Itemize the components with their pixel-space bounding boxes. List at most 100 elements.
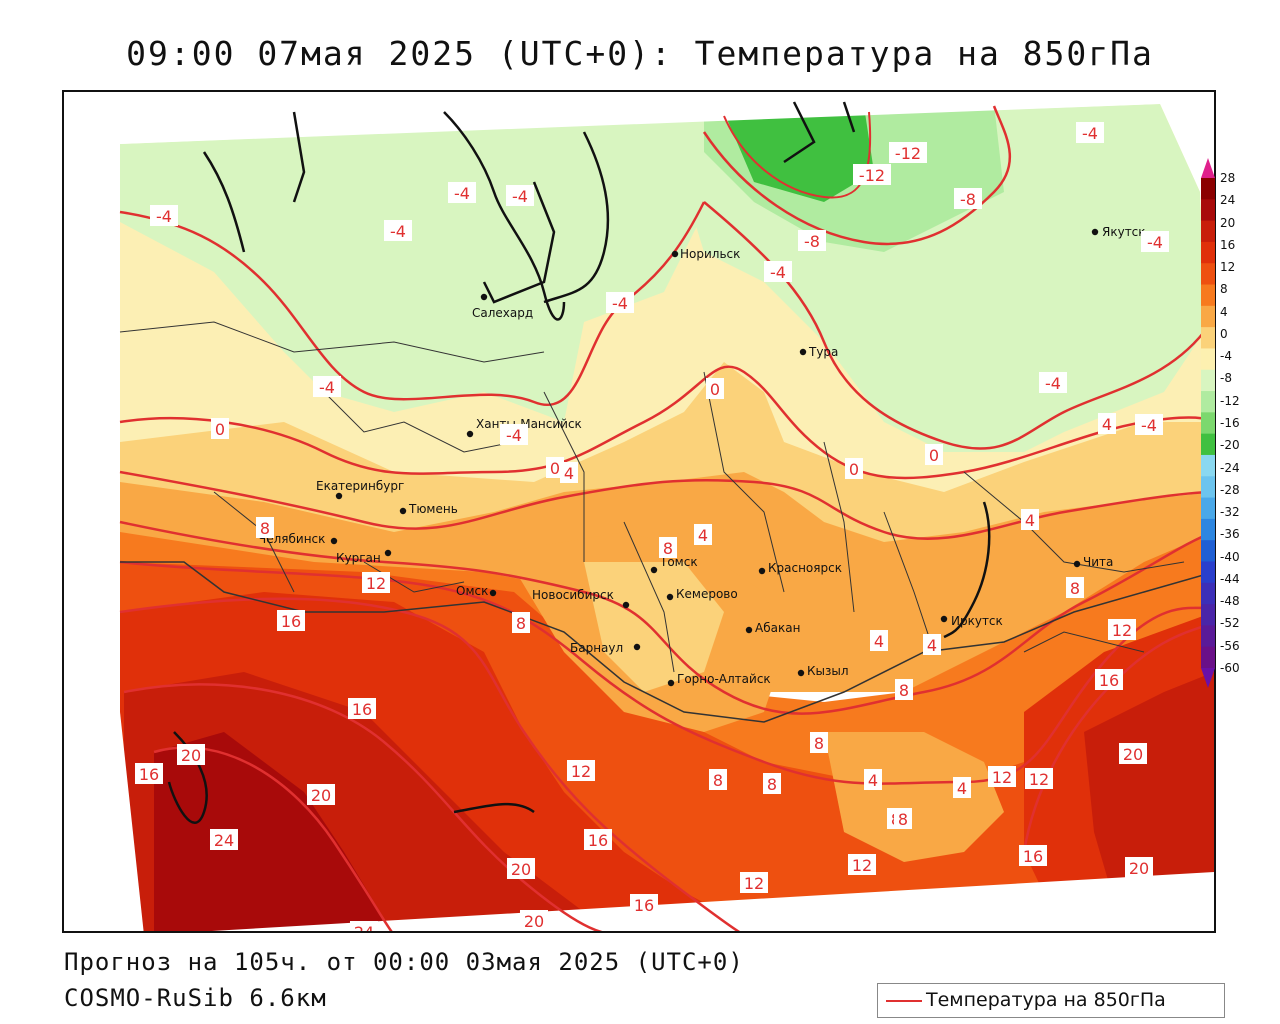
isotherm-label: 12 [1025, 768, 1053, 789]
colorbar-tick-label: 20 [1220, 215, 1236, 230]
city-novosibirsk[interactable]: Новосибирск [532, 588, 630, 609]
isotherm-label: 12 [848, 854, 876, 875]
colorbar-swatch [1201, 178, 1215, 200]
lena-delta-coastline [783, 101, 856, 164]
colorbar-tick-label: -40 [1220, 549, 1240, 564]
isotherm-label: 8 [810, 732, 828, 753]
svg-text:0: 0 [710, 380, 720, 399]
colorbar-swatch [1201, 476, 1215, 499]
svg-text:0: 0 [215, 420, 225, 439]
isotherm-label: -4 [1141, 231, 1169, 252]
isotherm-labels: -4-4-4 -4-4-12-12-8-8-4-4-4-4-400 -4004404… [135, 122, 1169, 933]
city-label-novosibirsk: Новосибирск [532, 588, 614, 602]
legend-line-swatch [886, 1000, 922, 1002]
city-label-tyumen: Тюмень [408, 502, 458, 516]
city-krasnoyarsk[interactable]: Красноярск [758, 561, 842, 575]
city-omsk[interactable]: Омск [456, 584, 497, 598]
city-kemerovo[interactable]: Кемерово [666, 587, 738, 601]
city-tura[interactable]: Тура [799, 345, 839, 359]
colorbar-swatch [1201, 327, 1215, 349]
isotherm-label: -4 [1076, 122, 1104, 143]
city-abakan[interactable]: Абакан [745, 621, 801, 635]
isotherm-label: -4 [500, 424, 528, 445]
city-label-krasnoyarsk: Красноярск [768, 561, 842, 575]
svg-text:24: 24 [354, 923, 374, 933]
city-irkutsk[interactable]: Иркутск [940, 614, 1003, 628]
isotherm-label: 20 [307, 784, 335, 805]
svg-text:12: 12 [571, 762, 591, 781]
isotherm-label: 16 [1095, 669, 1123, 690]
isotherm-label: 4 [864, 769, 882, 790]
city-tomsk[interactable]: Томск [650, 555, 698, 574]
isotherm-label: 8 [709, 769, 727, 790]
domain-mask-bottom [211, 872, 1214, 931]
svg-text:4: 4 [927, 636, 937, 655]
city-markers: Норильск Якутск Салехард Тура Ханты-Манс… [258, 225, 1146, 687]
svg-text:20: 20 [511, 860, 531, 879]
isotherm-label: 20 [520, 910, 548, 931]
svg-text:12: 12 [1029, 770, 1049, 789]
svg-text:-4: -4 [1147, 233, 1163, 252]
svg-text:16: 16 [1099, 671, 1119, 690]
city-chita[interactable]: Чита [1073, 555, 1114, 569]
isotherm-label: 16 [135, 763, 163, 784]
colorbar-swatch [1201, 391, 1215, 413]
svg-text:20: 20 [524, 912, 544, 931]
svg-text:-4: -4 [1045, 374, 1061, 393]
colorbar-tick-label: 24 [1220, 193, 1236, 208]
colorbar-tick-label: -16 [1220, 416, 1240, 430]
temperature-map[interactable]: Норильск Якутск Салехард Тура Ханты-Манс… [64, 92, 1216, 933]
svg-text:4: 4 [698, 526, 708, 545]
colorbar-tick-label: -60 [1220, 661, 1240, 675]
isotherm-label: -8 [954, 188, 982, 209]
svg-text:-4: -4 [506, 426, 522, 445]
isotherm-label: 0 [546, 457, 564, 478]
isotherm-label: 16 [277, 610, 305, 631]
map-panel[interactable]: Норильск Якутск Салехард Тура Ханты-Манс… [62, 90, 1216, 933]
city-label-gorno-altaysk: Горно-Алтайск [677, 672, 771, 686]
colorbar-tick-label: -32 [1220, 505, 1240, 520]
city-yekaterinburg[interactable]: Екатеринбург [316, 479, 404, 500]
colorbar-swatch [1201, 540, 1215, 562]
svg-text:4: 4 [1025, 511, 1035, 530]
city-gorno-altaysk[interactable]: Горно-Алтайск [667, 672, 771, 687]
coastlines [167, 101, 991, 824]
city-barnaul[interactable]: Барнаул [570, 641, 641, 655]
city-yakutsk[interactable]: Якутск [1091, 225, 1146, 239]
city-norilsk[interactable]: Норильск [671, 247, 741, 261]
colorbar-top-arrow [1201, 158, 1215, 178]
isotherm-label: 8 [659, 537, 677, 558]
isotherm-label: 4 [923, 634, 941, 655]
svg-text:4: 4 [564, 464, 574, 483]
legend-label: Температура на 850гПа [926, 989, 1166, 1011]
svg-text:-4: -4 [1141, 416, 1157, 435]
isotherm-label: -4 [764, 261, 792, 282]
svg-text:16: 16 [139, 765, 159, 784]
city-label-irkutsk: Иркутск [951, 614, 1003, 628]
svg-text:4: 4 [874, 632, 884, 651]
isotherm-label: 12 [988, 766, 1016, 787]
svg-text:12: 12 [992, 768, 1012, 787]
isotherm-label: 8 [256, 517, 274, 538]
colorbar-swatch [1201, 412, 1215, 435]
city-label-abakan: Абакан [755, 621, 800, 635]
isotherm-label: 24 [210, 829, 238, 850]
colorbar-tick-label: -44 [1220, 571, 1240, 586]
colorbar-tick-label: -12 [1220, 393, 1240, 408]
city-kurgan[interactable]: Курган [336, 549, 392, 565]
colorbar-swatch [1201, 582, 1215, 605]
yamal-coastline [202, 111, 566, 321]
svg-text:8: 8 [516, 614, 526, 633]
city-salekhard[interactable]: Салехард [472, 293, 533, 320]
zone-mountain [824, 732, 1004, 862]
city-tyumen[interactable]: Тюмень [399, 502, 458, 516]
city-kyzyl[interactable]: Кызыл [797, 664, 849, 678]
zone-plus24-e [1084, 672, 1214, 931]
city-chelyabinsk[interactable]: Челябинск [258, 532, 338, 546]
colorbar-tick-label: 28 [1220, 171, 1236, 185]
svg-text:8: 8 [899, 681, 909, 700]
domain-mask-sw [64, 712, 144, 931]
svg-text:20: 20 [1129, 859, 1149, 878]
svg-text:0: 0 [849, 460, 859, 479]
baikal-outline [943, 501, 991, 639]
